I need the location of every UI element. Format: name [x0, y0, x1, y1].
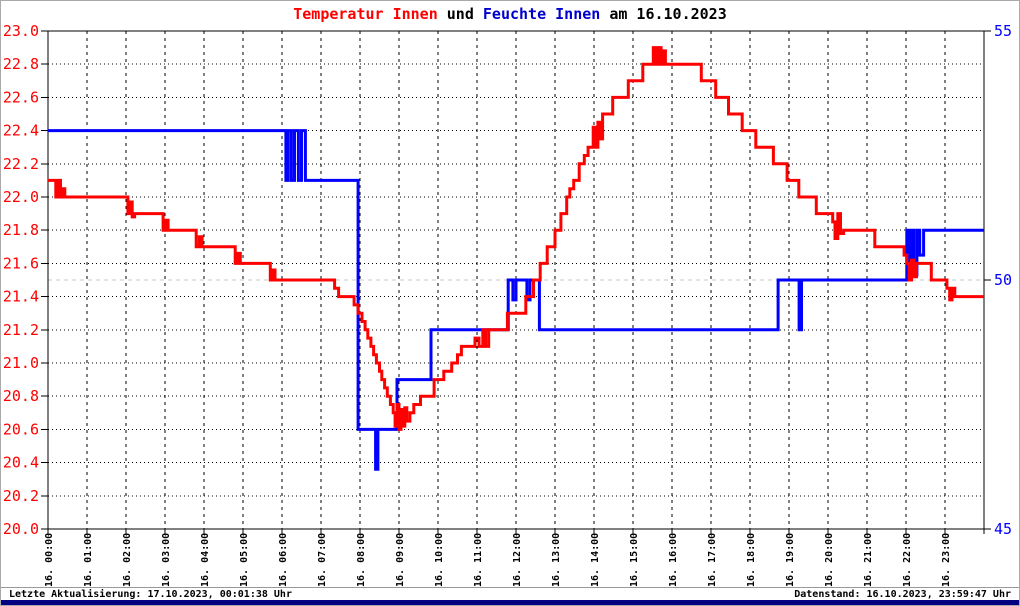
- x-axis-tick-label: 16. 04:00: [200, 533, 211, 587]
- title-humidity-label: Feuchte Innen: [482, 5, 601, 23]
- x-axis-tick-label: 16. 16:00: [668, 533, 679, 587]
- left-axis-tick-label: 22.6: [3, 88, 39, 106]
- x-axis-tick-label: 16. 14:00: [590, 533, 601, 587]
- x-axis-tick-label: 16. 13:00: [551, 533, 562, 587]
- right-axis-tick-label: 45: [994, 520, 1012, 538]
- x-axis-tick-label: 16. 10:00: [434, 533, 445, 587]
- left-axis-tick-label: 20.4: [3, 454, 39, 472]
- x-axis-tick-label: 16. 15:00: [629, 533, 640, 587]
- title-connector: und: [437, 5, 483, 23]
- left-axis-tick-label: 21.6: [3, 254, 39, 272]
- title-date: am 16.10.2023: [600, 5, 727, 23]
- left-axis-tick-label: 22.2: [3, 155, 39, 173]
- left-axis-tick-label: 23.0: [3, 22, 39, 40]
- left-axis-tick-label: 20.2: [3, 487, 39, 505]
- right-axis-labels: 55 50 45: [994, 22, 1012, 538]
- x-axis-labels: 16. 00:00 16. 01:00 16. 02:00 16. 03:00 16. …: [44, 533, 952, 587]
- x-axis-tick-label: 16. 18:00: [746, 533, 757, 587]
- right-axis-tick-label: 50: [994, 271, 1012, 289]
- x-axis-tick-label: 16. 19:00: [785, 533, 796, 587]
- left-axis-tick-label: 22.4: [3, 122, 39, 140]
- left-axis-tick-label: 20.0: [3, 520, 39, 538]
- right-axis-tick-label: 55: [994, 22, 1012, 40]
- axis-ticks: [41, 30, 991, 534]
- x-axis-tick-label: 16. 12:00: [512, 533, 523, 587]
- x-axis-tick-label: 16. 02:00: [122, 533, 133, 587]
- chart-plot-area: 23.0 22.8 22.6 22.4 22.2 22.0 21.8 21.6 21.4 21.2…: [3, 22, 1012, 587]
- bottom-accent-bar: [1, 600, 1019, 605]
- left-axis-tick-label: 20.6: [3, 420, 39, 438]
- x-axis-tick-label: 16. 03:00: [161, 533, 172, 587]
- last-update-text: Letzte Aktualisierung: 17.10.2023, 00:01…: [9, 588, 292, 600]
- x-axis-tick-label: 16. 22:00: [902, 533, 913, 587]
- temperature-line: [48, 46, 984, 431]
- x-axis-tick-label: 16. 20:00: [824, 533, 835, 587]
- chart-title: Temperatur Innen und Feuchte Innen am 16…: [1, 5, 1019, 23]
- data-timestamp-text: Datenstand: 16.10.2023, 23:59:47 Uhr: [794, 588, 1011, 600]
- left-axis-tick-label: 21.2: [3, 321, 39, 339]
- title-temperature-label: Temperatur Innen: [293, 5, 438, 23]
- x-axis-tick-label: 16. 07:00: [317, 533, 328, 587]
- x-axis-tick-label: 16. 01:00: [83, 533, 94, 587]
- grid-lines: [48, 31, 984, 529]
- x-axis-tick-label: 16. 06:00: [278, 533, 289, 587]
- x-axis-tick-label: 16. 09:00: [395, 533, 406, 587]
- x-axis-tick-label: 16. 00:00: [44, 533, 55, 587]
- left-axis-tick-label: 21.4: [3, 288, 39, 306]
- x-axis-tick-label: 16. 11:00: [473, 533, 484, 587]
- left-axis-tick-label: 20.8: [3, 387, 39, 405]
- left-axis-tick-label: 21.0: [3, 354, 39, 372]
- x-axis-tick-label: 16. 21:00: [863, 533, 874, 587]
- x-axis-tick-label: 16. 17:00: [707, 533, 718, 587]
- left-axis-labels: 23.0 22.8 22.6 22.4 22.2 22.0 21.8 21.6 21.4 21.2…: [3, 22, 39, 538]
- left-axis-tick-label: 22.8: [3, 55, 39, 73]
- x-axis-tick-label: 16. 23:00: [941, 533, 952, 587]
- left-axis-tick-label: 22.0: [3, 188, 39, 206]
- x-axis-tick-label: 16. 08:00: [356, 533, 367, 587]
- x-axis-tick-label: 16. 05:00: [239, 533, 250, 587]
- left-axis-tick-label: 21.8: [3, 221, 39, 239]
- status-bar: Letzte Aktualisierung: 17.10.2023, 00:01…: [1, 587, 1019, 600]
- humidity-line: [48, 129, 984, 471]
